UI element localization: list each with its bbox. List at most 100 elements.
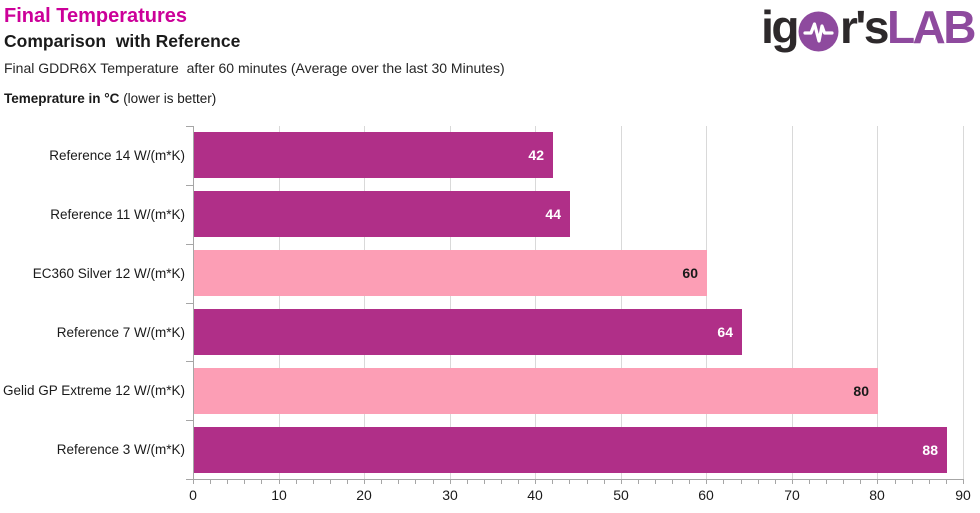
logo-text-lab: LAB xyxy=(886,1,977,53)
x-axis-minor-tick xyxy=(193,480,194,484)
x-axis-minor-tick xyxy=(706,480,707,484)
x-axis-minor-tick xyxy=(313,480,314,484)
gridline xyxy=(535,126,536,479)
y-axis-line xyxy=(193,126,194,480)
x-axis-minor-tick xyxy=(261,480,262,484)
category-label: Reference 11 W/(m*K) xyxy=(50,207,185,222)
x-axis-minor-tick xyxy=(895,480,896,484)
x-axis-minor-tick xyxy=(364,480,365,484)
x-axis-minor-tick xyxy=(587,480,588,484)
category-axis: Reference 14 W/(m*K) Reference 11 W/(m*K)… xyxy=(0,126,185,479)
x-axis-tick-label: 30 xyxy=(442,487,458,503)
x-axis-tick-label: 10 xyxy=(271,487,287,503)
category-boundary-tick xyxy=(186,185,193,186)
axis-unit-note: Temeprature in °C (lower is better) xyxy=(4,91,216,106)
gridline xyxy=(706,126,707,479)
x-axis-minor-tick xyxy=(877,480,878,484)
x-axis-tick-label: 20 xyxy=(356,487,372,503)
x-axis-minor-tick xyxy=(518,480,519,484)
gridline xyxy=(963,126,964,479)
x-axis-minor-tick xyxy=(467,480,468,484)
x-axis-minor-tick xyxy=(552,480,553,484)
gridline xyxy=(364,126,365,479)
x-axis-minor-tick xyxy=(655,480,656,484)
bar: 88 xyxy=(194,427,947,473)
x-axis-minor-tick xyxy=(279,480,280,484)
category-boundary-tick xyxy=(186,361,193,362)
category-boundary-tick xyxy=(186,420,193,421)
x-axis-minor-tick xyxy=(775,480,776,484)
x-axis-minor-tick xyxy=(296,480,297,484)
gridline xyxy=(621,126,622,479)
bar-value-label: 42 xyxy=(528,147,544,163)
category-label: Reference 3 W/(m*K) xyxy=(56,442,185,457)
bar-value-label: 64 xyxy=(717,324,733,340)
x-axis-minor-tick xyxy=(672,480,673,484)
bar: 44 xyxy=(194,191,570,237)
x-axis-minor-tick xyxy=(381,480,382,484)
axis-unit-note-bold: Temeprature in °C xyxy=(4,91,120,106)
bar: 60 xyxy=(194,250,707,296)
gridline xyxy=(877,126,878,479)
x-axis-tick-label: 50 xyxy=(613,487,629,503)
x-axis-minor-tick xyxy=(227,480,228,484)
x-axis-minor-tick xyxy=(860,480,861,484)
x-axis-minor-tick xyxy=(638,480,639,484)
igorslab-logo: ig r's LAB xyxy=(761,1,977,53)
category-boundary-tick xyxy=(186,303,193,304)
x-axis-tick-label: 60 xyxy=(698,487,714,503)
value-axis-labels: 0 10 20 30 40 50 60 70 80 90 xyxy=(189,487,971,507)
gridline xyxy=(279,126,280,479)
bar: 80 xyxy=(194,368,878,414)
x-axis-minor-tick xyxy=(433,480,434,484)
x-axis-minor-tick xyxy=(330,480,331,484)
plot-area: 42 44 60 64 80 88 xyxy=(193,126,964,479)
x-axis-minor-tick xyxy=(758,480,759,484)
x-axis-minor-tick xyxy=(569,480,570,484)
x-axis-minor-tick xyxy=(450,480,451,484)
logo-text-rs: r's xyxy=(840,1,889,53)
x-axis-minor-tick xyxy=(946,480,947,484)
bar-value-label: 88 xyxy=(922,442,938,458)
x-axis-minor-tick xyxy=(244,480,245,484)
page-subtitle: Comparison with Reference xyxy=(4,31,241,51)
x-axis-minor-tick xyxy=(723,480,724,484)
x-axis-tick-label: 40 xyxy=(527,487,543,503)
x-axis-minor-tick xyxy=(912,480,913,484)
bar: 64 xyxy=(194,309,742,355)
x-axis-minor-tick xyxy=(689,480,690,484)
x-axis-minor-tick xyxy=(929,480,930,484)
bar: 42 xyxy=(194,132,553,178)
gridline xyxy=(792,126,793,479)
x-axis-tick-label: 80 xyxy=(869,487,885,503)
x-axis-tick-label: 90 xyxy=(955,487,971,503)
x-axis-tick-label: 0 xyxy=(189,487,197,503)
category-label: EC360 Silver 12 W/(m*K) xyxy=(32,266,185,281)
x-axis-line xyxy=(186,479,964,480)
axis-unit-note-rest: (lower is better) xyxy=(119,91,217,106)
x-axis-minor-tick xyxy=(535,480,536,484)
x-axis-minor-tick xyxy=(843,480,844,484)
x-axis-minor-tick xyxy=(501,480,502,484)
x-axis-minor-tick xyxy=(347,480,348,484)
bar-value-label: 60 xyxy=(682,265,698,281)
x-axis-minor-tick xyxy=(210,480,211,484)
gridline xyxy=(450,126,451,479)
x-axis-minor-tick xyxy=(398,480,399,484)
x-axis-minor-tick xyxy=(604,480,605,484)
category-boundary-tick xyxy=(186,244,193,245)
category-label: Gelid GP Extreme 12 W/(m*K) xyxy=(2,383,185,398)
logo-text-ig: ig xyxy=(761,1,799,53)
x-axis-minor-tick xyxy=(792,480,793,484)
pulse-circle-icon xyxy=(798,10,839,51)
x-axis-minor-tick xyxy=(809,480,810,484)
x-axis-minor-tick xyxy=(621,480,622,484)
bar-value-label: 44 xyxy=(545,206,561,222)
x-axis-minor-tick xyxy=(484,480,485,484)
page-title: Final Temperatures xyxy=(4,5,188,27)
x-axis-minor-tick xyxy=(963,480,964,484)
bar-value-label: 80 xyxy=(853,383,869,399)
category-label: Reference 7 W/(m*K) xyxy=(56,325,185,340)
x-axis-minor-tick xyxy=(826,480,827,484)
